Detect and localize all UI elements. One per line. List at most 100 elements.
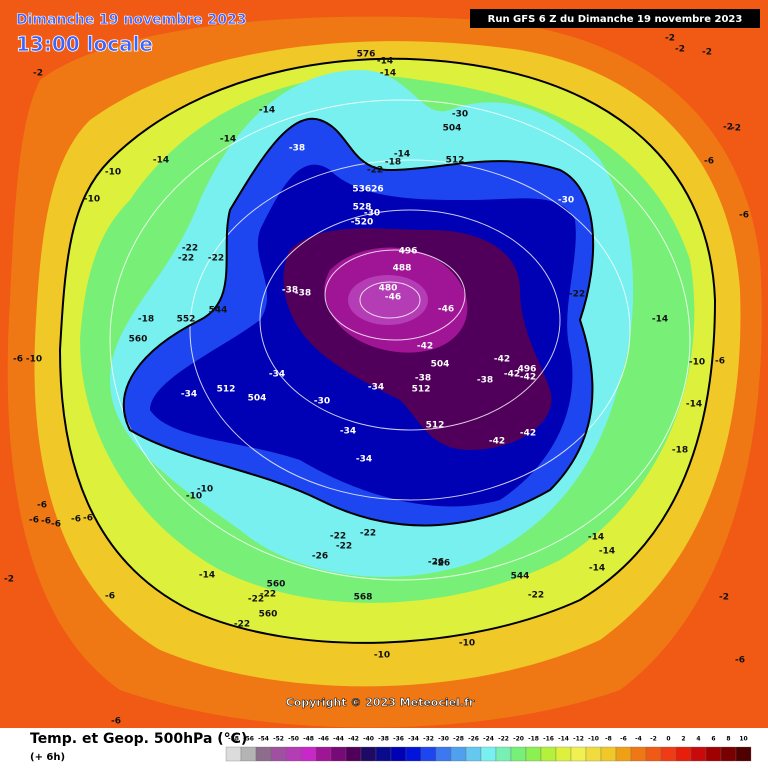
map-value-label: 504 [248,394,267,404]
map-value-label: 512 [217,385,236,395]
map-value-label: -6 [71,515,81,525]
map-value-label: -22 [182,244,198,254]
map-value-label: -34 [269,370,285,380]
map-value-label: -6 [105,592,115,602]
map-value-label: -38 [415,374,431,384]
map-value-label: 568 [354,593,373,603]
map-value-label: 528 [353,203,372,213]
map-value-label: -42 [489,437,505,447]
scale-label: -18 [528,736,539,743]
map-value-label: -14 [199,571,215,581]
map-value-label: 512 [426,421,445,431]
map-value-label: -42 [504,370,520,380]
scale-label: -8 [605,736,612,743]
scale-label: -26 [468,736,479,743]
map-value-label: 480 [379,284,398,294]
map-value-label: -38 [289,144,305,154]
map-value-label: 53626 [352,185,383,195]
map-value-label: -46 [438,305,454,315]
map-value-label: -34 [368,383,384,393]
map-value-label: 544 [511,572,530,582]
scale-swatch [555,746,572,762]
scale-label: 8 [726,736,730,743]
scale-swatch [375,746,392,762]
scale-swatch [330,746,347,762]
map-value-label: -2 [731,124,741,134]
scale-swatch [630,746,647,762]
map-value-label: -2 [723,123,733,133]
map-value-label: -10 [84,195,100,205]
map-value-label: -38 [295,289,311,299]
map-value-label: -22 [260,590,276,600]
map-value-label: -34 [181,390,197,400]
scale-label: 4 [696,736,700,743]
map-value-label: -18 [138,315,154,325]
scale-label: -50 [288,736,299,743]
map-value-label: -2 [702,48,712,58]
map-value-label: 560 [129,335,148,345]
scale-swatch [315,746,332,762]
map-value-label: -10 [105,168,121,178]
scale-label: -30 [438,736,449,743]
scale-swatch [360,746,377,762]
map-value-label: -2 [33,69,43,79]
map-value-label: -42 [417,342,433,352]
map-value-label: -14 [380,69,396,79]
map-value-label: -520 [351,218,374,228]
scale-swatch [660,746,677,762]
scale-swatch [435,746,452,762]
scale-swatch [450,746,467,762]
scale-label: -36 [393,736,404,743]
scale-swatch [735,746,752,762]
map-value-label: -10 [197,485,213,495]
run-label: Run GFS 6 Z du Dimanche 19 novembre 2023 [488,14,743,25]
scale-swatch [420,746,437,762]
scale-swatch [690,746,707,762]
map-value-label: -18 [672,446,688,456]
map-value-label: -30 [558,196,574,206]
map-value-label: -46 [385,293,401,303]
scale-swatch [675,746,692,762]
map-value-label: 560 [267,580,286,590]
map-value-label: -18 [385,158,401,168]
map-value-label: -42 [494,355,510,365]
scale-swatch [480,746,497,762]
map-value-label: 512 [412,385,431,395]
scale-label: -24 [483,736,494,743]
scale-label: -6 [620,736,627,743]
scale-label: -14 [558,736,569,743]
map-value-label: -2 [665,34,675,44]
map-value-label: -26 [428,558,444,568]
scale-swatch [390,746,407,762]
map-value-label: -38 [477,376,493,386]
map-labels: 576-14-14-14-14-14-10-10-38-30504512-22-… [4,34,749,727]
scale-label: -12 [573,736,584,743]
copyright: Copyright © 2023 Meteociel.fr [286,696,475,709]
scale-label: -48 [303,736,314,743]
map-value-label: -42 [520,373,536,383]
map-value-label: -22 [234,620,250,630]
scale-swatch [405,746,422,762]
map-value-label: 496 [399,247,418,257]
scale-swatch [540,746,557,762]
map-value-label: -22 [208,254,224,264]
map-value-label: -6 [715,357,725,367]
scale-swatch [240,746,257,762]
map-value-label: -22 [528,591,544,601]
scale-swatch [570,746,587,762]
scale-label: -44 [333,736,344,743]
map-value-label: -6 [51,520,61,530]
map-value-label: -22 [330,532,346,542]
scale-label: -34 [408,736,419,743]
scale-label: -38 [378,736,389,743]
scale-label: -22 [498,736,509,743]
map-value-label: -22 [569,290,585,300]
scale-label: -10 [588,736,599,743]
map-value-label: 488 [393,264,412,274]
map-value-label: -6 [29,516,39,526]
map-value-label: -14 [589,564,605,574]
scale-swatch [495,746,512,762]
scale-swatch [645,746,662,762]
map-value-label: -14 [686,400,702,410]
map-value-label: -6 [41,517,51,527]
